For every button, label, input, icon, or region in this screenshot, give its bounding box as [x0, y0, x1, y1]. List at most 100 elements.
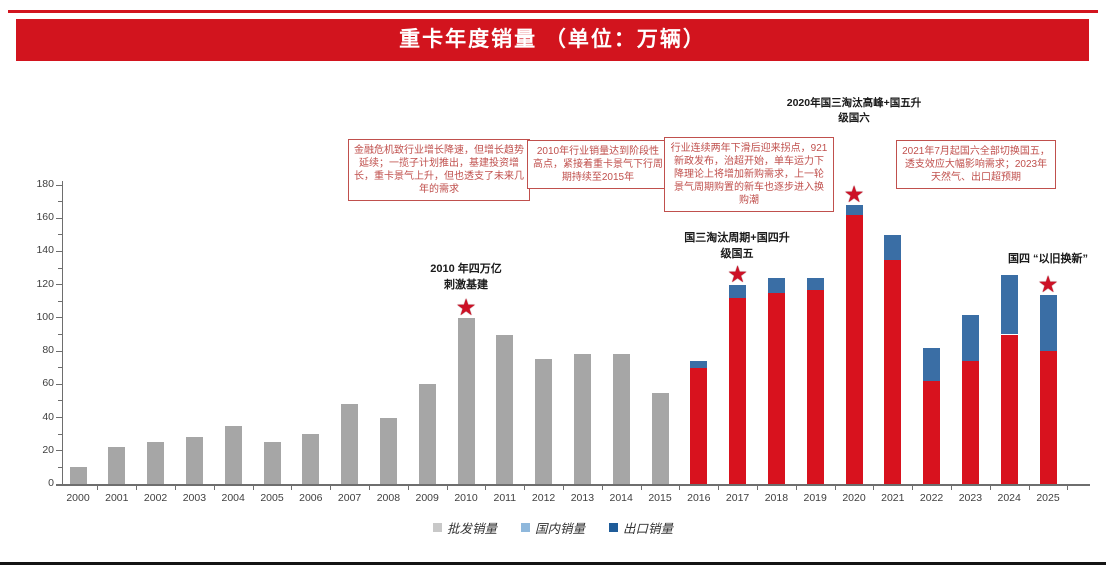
x-axis-label: 2020 [842, 492, 866, 504]
note-line: 2010 年四万亿 [430, 263, 502, 275]
y-axis-label: 180 [36, 178, 54, 190]
bar-2017-export [729, 284, 747, 298]
x-axis-label: 2025 [1036, 492, 1060, 504]
bar-2009-wholesale [418, 384, 436, 484]
note-line: 国四 “以旧换新” [1007, 253, 1089, 265]
x-axis-tick [213, 486, 215, 490]
page-title: 重卡年度销量 （单位：万辆） [399, 28, 706, 51]
note-line: 国三淘汰周期+国四升 [684, 232, 790, 244]
bar-2013-wholesale [573, 354, 591, 484]
y-axis-label: 120 [36, 277, 54, 290]
bar-2022-export [923, 347, 941, 381]
y-axis-tick [58, 466, 62, 468]
x-axis-label: 2022 [919, 492, 944, 504]
x-axis-tick [873, 486, 875, 490]
y-axis-label: 60 [42, 377, 54, 390]
y-axis-tick [56, 450, 62, 452]
x-axis-tick [524, 486, 526, 490]
x-axis-tick [369, 486, 370, 490]
x-axis-label: 2000 [66, 492, 90, 504]
note-2010-stimulus: 2010 年四万亿 刺激基建 [396, 261, 536, 293]
x-axis-tick [834, 486, 836, 490]
y-axis-tick [58, 433, 62, 435]
bar-2018-domestic [767, 292, 785, 484]
x-axis-label: 2001 [105, 492, 129, 504]
bar-2001-wholesale [108, 447, 126, 484]
y-axis-label: 160 [36, 211, 54, 224]
x-axis-tick [640, 486, 642, 490]
bar-2000-wholesale [69, 467, 87, 484]
legend-item-wholesale: 批发销量 [432, 518, 497, 537]
annotation-box-guo6-switch: 2021年7月起国六全部切换国五，透支效应大幅影响需求；2023年天然气、出口超… [896, 140, 1056, 189]
y-axis-tick [58, 201, 62, 203]
y-axis-tick [58, 400, 62, 402]
y-axis-label: 100 [36, 310, 54, 323]
y-axis-tick [56, 184, 62, 186]
legend-item-export: 出口销量 [609, 518, 673, 537]
y-axis-label: 140 [36, 244, 54, 257]
star-icon-2010: ★ [455, 293, 477, 320]
x-axis-tick [446, 486, 448, 490]
y-axis-tick [56, 383, 62, 385]
legend-label: 批发销量 [446, 522, 497, 536]
x-axis-label: 2021 [881, 492, 905, 504]
x-axis-tick [252, 486, 254, 490]
bar-2014-wholesale [612, 354, 630, 484]
note-line: 级国六 [838, 112, 870, 124]
x-axis-label: 2009 [415, 492, 439, 504]
y-axis-tick [58, 234, 62, 236]
x-axis-tick [601, 486, 603, 490]
y-axis-tick [58, 334, 62, 335]
bar-2019-domestic [806, 289, 824, 484]
legend-swatch-export [609, 523, 618, 532]
bar-2011-wholesale [496, 334, 514, 484]
bar-2003-wholesale [185, 437, 203, 484]
bar-2010-wholesale [457, 317, 475, 484]
bar-2021-domestic [884, 259, 902, 484]
title-banner: 重卡年度销量 （单位：万辆） [16, 19, 1089, 61]
bar-2024-export [1000, 274, 1018, 335]
x-axis-tick [1067, 486, 1069, 490]
x-axis-tick [951, 486, 952, 490]
star-icon-2025: ★ [1037, 270, 1059, 297]
bar-2016-domestic [690, 367, 708, 484]
x-axis-tick [485, 486, 487, 490]
note-2017-guo3-phaseout: 国三淘汰周期+国四升 级国五 [657, 230, 817, 262]
y-axis-label: 20 [42, 443, 54, 456]
x-axis-tick [1028, 486, 1030, 490]
y-axis-label: 40 [42, 410, 54, 423]
x-axis-tick [563, 486, 564, 490]
x-axis-label: 2012 [531, 492, 556, 504]
star-icon-2020: ★ [843, 180, 865, 207]
chart-legend: 批发销量 国内销量 出口销量 [0, 518, 1106, 537]
x-axis-tick [757, 486, 758, 490]
bar-2017-domestic [729, 297, 747, 484]
x-axis-label: 2011 [493, 492, 517, 504]
bar-2025-export [1039, 294, 1057, 352]
y-axis-tick [56, 317, 62, 319]
bar-2016-export [690, 361, 708, 368]
y-axis-tick [56, 350, 62, 352]
x-axis-label: 2003 [182, 492, 207, 504]
bar-2005-wholesale [263, 442, 281, 484]
x-axis-label: 2024 [997, 492, 1021, 504]
x-axis-tick [291, 486, 293, 490]
legend-swatch-domestic [520, 523, 530, 532]
star-icon-2017: ★ [727, 260, 748, 287]
x-axis-tick [718, 486, 720, 490]
bar-2002-wholesale [147, 442, 165, 484]
note-2020-guo3-peak: 2020年国三淘汰高峰+国五升 级国六 [764, 96, 944, 126]
bar-2008-wholesale [379, 417, 397, 484]
legend-swatch-wholesale [432, 523, 442, 532]
legend-label: 出口销量 [623, 522, 674, 536]
x-axis-label: 2008 [376, 492, 401, 504]
y-axis-tick [56, 217, 62, 219]
bar-2025-domestic [1039, 351, 1057, 484]
x-axis-tick [175, 486, 176, 490]
legend-item-domestic: 国内销量 [520, 518, 585, 537]
annotation-box-financial-crisis: 金融危机致行业增长降速，但增长趋势延续；一揽子计划推出，基建投资增长，重卡景气上… [348, 139, 530, 201]
note-line: 2020年国三淘汰高峰+国五升 [786, 97, 922, 109]
y-axis-line [62, 181, 63, 484]
bar-2004-wholesale [224, 425, 242, 484]
